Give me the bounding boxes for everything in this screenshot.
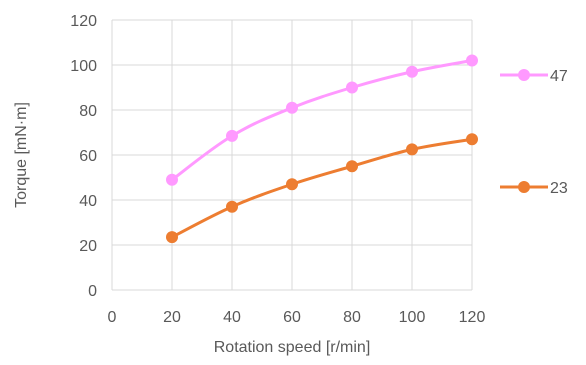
data-point bbox=[346, 81, 358, 94]
y-tick-label: 60 bbox=[79, 148, 97, 165]
x-tick-label: 80 bbox=[343, 309, 361, 326]
y-tick-label: 120 bbox=[70, 13, 97, 30]
series-layer bbox=[166, 54, 478, 244]
series-47 bbox=[166, 54, 478, 186]
data-point bbox=[226, 200, 238, 213]
y-tick-label: 80 bbox=[79, 103, 97, 120]
data-point bbox=[466, 54, 478, 67]
y-axis-title: Torque [mN·m] bbox=[13, 102, 30, 208]
series-line bbox=[171, 59, 473, 181]
legend-label: 23 bbox=[550, 180, 568, 197]
x-tick-label: 120 bbox=[459, 309, 486, 326]
data-point bbox=[406, 143, 418, 156]
y-tick-label: 0 bbox=[88, 283, 97, 300]
legend-marker bbox=[518, 181, 530, 193]
y-tick-label: 40 bbox=[79, 193, 97, 210]
x-tick-label: 20 bbox=[163, 309, 181, 326]
data-point bbox=[346, 160, 358, 173]
data-point bbox=[466, 133, 478, 146]
legend-label: 47 bbox=[550, 68, 568, 85]
data-point bbox=[166, 173, 178, 186]
data-point bbox=[226, 129, 238, 142]
x-tick-label: 0 bbox=[108, 309, 117, 326]
series-line bbox=[171, 137, 473, 239]
grid bbox=[111, 19, 473, 291]
y-tick-label: 100 bbox=[70, 58, 97, 75]
x-tick-label: 60 bbox=[283, 309, 301, 326]
legend-marker bbox=[518, 69, 530, 81]
legend-item: 23 bbox=[500, 180, 568, 197]
series-23 bbox=[166, 133, 478, 244]
data-point bbox=[286, 178, 298, 191]
legend-item: 47 bbox=[500, 68, 568, 85]
data-point bbox=[166, 231, 178, 244]
legend: 47 23 bbox=[500, 68, 568, 197]
x-axis-title: Rotation speed [r/min] bbox=[214, 339, 371, 356]
y-tick-label: 20 bbox=[79, 238, 97, 255]
x-tick-label: 100 bbox=[399, 309, 426, 326]
tick-labels: 0 20 40 60 80 100 120 0 20 40 60 80 100 120 bbox=[70, 13, 485, 326]
data-point bbox=[406, 65, 418, 78]
data-point bbox=[286, 101, 298, 114]
x-tick-label: 40 bbox=[223, 309, 241, 326]
